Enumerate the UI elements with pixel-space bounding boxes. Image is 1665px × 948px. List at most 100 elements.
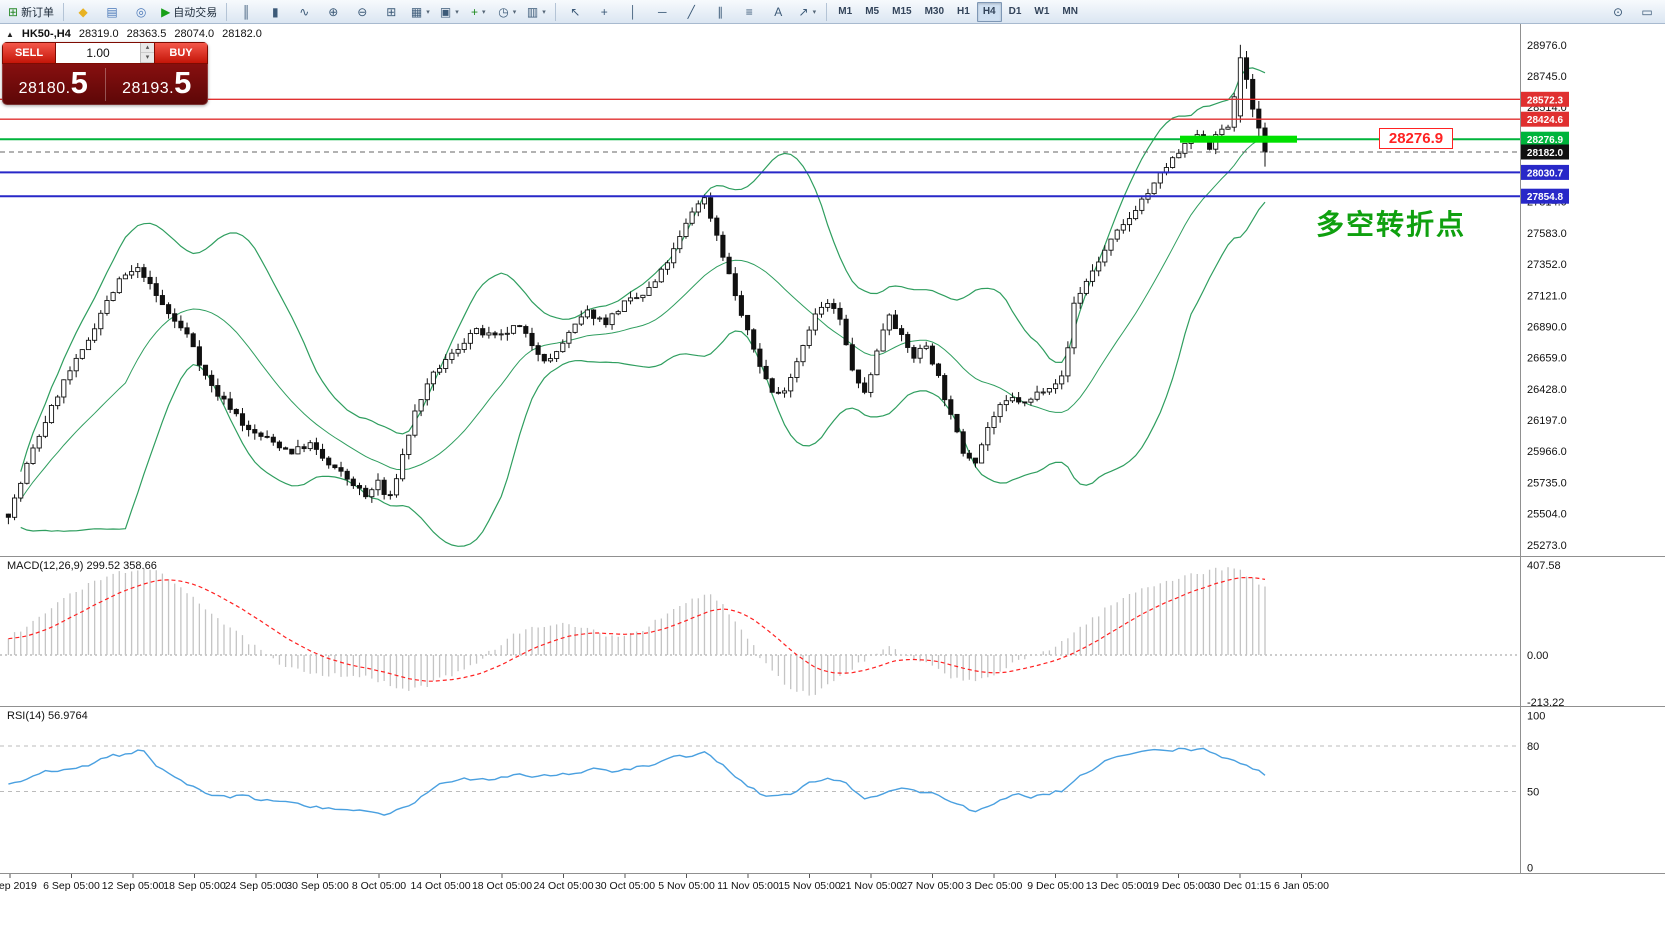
svg-text:6 Jan 05:00: 6 Jan 05:00: [1274, 880, 1329, 892]
svg-text:28182.0: 28182.0: [1527, 148, 1564, 159]
timeframe-m30-button[interactable]: M30: [924, 6, 945, 17]
indicators-button[interactable]: + ▾: [464, 1, 492, 23]
timeframe-h4-button[interactable]: H4: [976, 1, 1002, 22]
fibonacci-button[interactable]: ≡: [735, 1, 763, 23]
sell-button[interactable]: SELL: [2, 42, 56, 64]
price-level-tag[interactable]: 28276.9: [1379, 128, 1453, 149]
arrows-button[interactable]: ↗ ▾: [793, 1, 821, 23]
timeframe-group: M1 M5 M15 M30 H1 H4 D1 W1 MN: [832, 1, 1084, 22]
dropdown-caret-icon[interactable]: ▾: [512, 8, 517, 16]
buy-button[interactable]: BUY: [154, 42, 208, 64]
zoom-out-button[interactable]: ⊖: [348, 1, 376, 23]
svg-text:28276.9: 28276.9: [1527, 135, 1564, 146]
horizontal-line-button[interactable]: ─: [648, 1, 676, 23]
price-level-lines[interactable]: [0, 98, 1520, 198]
profiles-icon: ▣: [439, 4, 452, 19]
crosshair-icon: +: [600, 4, 608, 19]
search-icon: ⊙: [1612, 4, 1624, 19]
tile-windows-icon: ⊞: [386, 4, 397, 19]
price-axis[interactable]: 28976.028745.028514.027814.027583.027352…: [1521, 40, 1569, 552]
toolbar-right-icons: ⊙ ▭: [1604, 1, 1661, 23]
volume-box: ▴ ▾: [56, 42, 154, 64]
timeframe-m1-button[interactable]: M1: [838, 6, 853, 17]
toolbar-left-icons: ◆ ▤ ◎: [69, 1, 155, 23]
periods-button[interactable]: ◷ ▾: [493, 1, 521, 23]
pane-borders: [0, 24, 1665, 874]
bar-chart-button[interactable]: ║: [232, 1, 260, 23]
svg-text:2 Sep 2019: 2 Sep 2019: [0, 880, 37, 892]
templates-button[interactable]: ▥ ▾: [522, 1, 550, 23]
svg-text:25504.0: 25504.0: [1527, 509, 1567, 521]
zoom-in-button[interactable]: ⊕: [319, 1, 347, 23]
timeframe-m15-button[interactable]: M15: [892, 6, 912, 17]
volume-up-button[interactable]: ▴: [141, 43, 154, 53]
equidistant-channel-button[interactable]: ∥: [706, 1, 734, 23]
timeframe-w1-button[interactable]: W1: [1034, 6, 1050, 17]
volume-down-button[interactable]: ▾: [141, 53, 154, 63]
dropdown-caret-icon[interactable]: ▾: [542, 8, 546, 16]
svg-text:9 Dec 05:00: 9 Dec 05:00: [1027, 880, 1084, 892]
dropdown-caret-icon[interactable]: ▾: [812, 8, 817, 16]
price-badge: [1521, 144, 1569, 160]
trendline-button[interactable]: ╱: [677, 1, 705, 23]
search-button[interactable]: ⊙: [1604, 1, 1632, 23]
metaeditor-button[interactable]: ◆: [69, 1, 97, 23]
vertical-line-button[interactable]: │: [619, 1, 647, 23]
svg-text:0.00: 0.00: [1527, 650, 1548, 662]
timeframe-m5-button[interactable]: M5: [865, 6, 880, 17]
navigator-button[interactable]: ◎: [127, 1, 155, 23]
cursor-button[interactable]: ↖: [561, 1, 589, 23]
svg-text:18 Oct 05:00: 18 Oct 05:00: [472, 880, 532, 892]
svg-text:100: 100: [1527, 711, 1545, 723]
rsi-scale[interactable]: 100 80 50 0: [1527, 711, 1545, 875]
profiles-button[interactable]: ▣ ▾: [435, 1, 463, 23]
navigator-icon: ◎: [135, 4, 147, 19]
metaeditor-icon: ◆: [78, 4, 88, 19]
svg-text:24 Sep 05:00: 24 Sep 05:00: [225, 880, 288, 892]
candlestick-chart-icon: ▮: [271, 4, 279, 19]
svg-text:407.58: 407.58: [1527, 560, 1561, 572]
new-chart-button[interactable]: ▦ ▾: [406, 1, 434, 23]
price-badge: [1521, 131, 1569, 147]
periods-icon: ◷: [498, 4, 509, 19]
zoom-in-icon: ⊕: [328, 4, 339, 19]
buy-price[interactable]: 28193. 5: [106, 64, 209, 105]
svg-text:25273.0: 25273.0: [1527, 540, 1567, 552]
oct-collapse-toggle[interactable]: ▲: [6, 29, 14, 39]
oct-divider: [104, 68, 106, 101]
timeframe-h1-button[interactable]: H1: [957, 6, 970, 17]
arrows-icon: ↗: [798, 4, 809, 19]
autotrading-button[interactable]: ▶ 自动交易: [157, 1, 221, 23]
price-badge: [1521, 111, 1569, 127]
horizontal-line-icon: ─: [658, 4, 667, 19]
line-chart-button[interactable]: ∿: [290, 1, 318, 23]
candlestick-chart-button[interactable]: ▮: [261, 1, 289, 23]
chat-button[interactable]: ▭: [1633, 1, 1661, 23]
volume-input[interactable]: [56, 43, 140, 63]
timeframe-d1-button[interactable]: D1: [1008, 6, 1022, 17]
dropdown-caret-icon[interactable]: ▾: [455, 8, 459, 16]
tile-windows-button[interactable]: ⊞: [377, 1, 405, 23]
svg-text:50: 50: [1527, 787, 1539, 799]
text-button[interactable]: A: [764, 1, 792, 23]
svg-text:25735.0: 25735.0: [1527, 477, 1567, 489]
bar-chart-icon: ║: [242, 4, 251, 19]
svg-text:26890.0: 26890.0: [1527, 322, 1567, 334]
crosshair-button[interactable]: +: [590, 1, 618, 23]
ohlc-high: 28363.5: [126, 28, 167, 40]
market-watch-button[interactable]: ▤: [98, 1, 126, 23]
new-order-button[interactable]: ⊞ 新订单: [4, 1, 58, 23]
dropdown-caret-icon[interactable]: ▾: [482, 8, 486, 16]
highlight-segment: [1180, 135, 1297, 143]
svg-text:80: 80: [1527, 741, 1539, 753]
svg-text:30 Oct 05:00: 30 Oct 05:00: [595, 880, 655, 892]
timeframe-mn-button[interactable]: MN: [1062, 6, 1078, 17]
dropdown-caret-icon[interactable]: ▾: [426, 8, 430, 16]
toolbar-chart-icons: ║ ▮ ∿ ⊕ ⊖ ⊞ ▦ ▾ ▣ ▾ + ▾ ◷ ▾ ▥ ▾: [232, 1, 550, 23]
sell-price[interactable]: 28180. 5: [2, 64, 105, 105]
autotrading-label: 自动交易: [173, 6, 218, 19]
candles-layer: [5, 44, 1268, 525]
macd-scale[interactable]: 407.58 0.00 -213.22: [1527, 560, 1564, 709]
